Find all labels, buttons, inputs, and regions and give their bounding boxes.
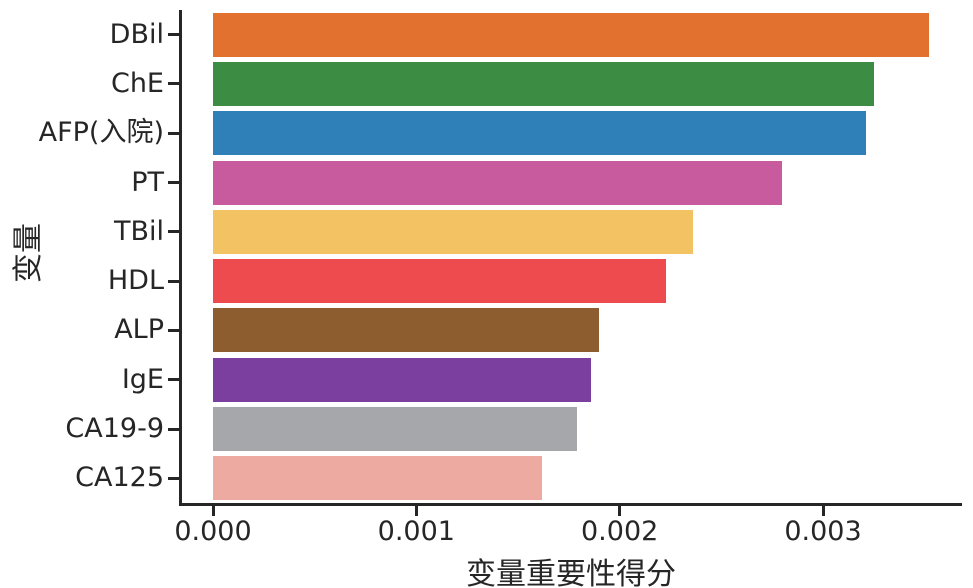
- y-tick-label-HDL: HDL: [107, 265, 164, 297]
- bar-CA125: [213, 456, 542, 501]
- bar-CA19-9: [213, 407, 577, 452]
- y-tick-label-DBil: DBil: [109, 18, 164, 50]
- x-tick-label-0.003: 0.003: [784, 516, 862, 547]
- y-tick-label-ChE: ChE: [110, 67, 164, 99]
- y-tick-label-ALP: ALP: [114, 314, 164, 346]
- bar-AFP(入院): [213, 111, 866, 156]
- y-tick-mark: [168, 476, 180, 480]
- x-tick-mark: [618, 506, 622, 516]
- bar-DBil: [213, 12, 929, 57]
- x-tick-label-0.001: 0.001: [377, 516, 455, 547]
- y-tick-label-AFP(入院): AFP(入院): [38, 117, 164, 149]
- y-tick-label-IgE: IgE: [121, 363, 164, 395]
- y-tick-label-CA19-9: CA19-9: [65, 413, 164, 445]
- bar-IgE: [213, 357, 591, 402]
- x-tick-mark: [211, 506, 215, 516]
- y-tick-mark: [168, 427, 180, 431]
- x-axis-label: 变量重要性得分: [466, 557, 676, 588]
- x-tick-mark: [414, 506, 418, 516]
- y-tick-label-TBil: TBil: [113, 215, 164, 247]
- bar-TBil: [213, 209, 693, 254]
- y-tick-mark: [168, 378, 180, 382]
- bar-HDL: [213, 259, 666, 304]
- y-tick-mark: [168, 279, 180, 283]
- y-tick-mark: [168, 230, 180, 234]
- y-tick-mark: [168, 131, 180, 135]
- x-tick-mark: [821, 506, 825, 516]
- x-tick-label-0.000: 0.000: [174, 516, 252, 547]
- y-axis-spine: [179, 10, 182, 506]
- y-tick-label-CA125: CA125: [75, 462, 164, 494]
- y-tick-mark: [168, 33, 180, 37]
- x-axis-spine: [179, 503, 962, 506]
- bar-ChE: [213, 61, 874, 106]
- y-tick-mark: [168, 82, 180, 86]
- y-tick-label-PT: PT: [131, 166, 164, 198]
- bar-ALP: [213, 308, 599, 353]
- y-tick-mark: [168, 328, 180, 332]
- y-tick-mark: [168, 181, 180, 185]
- x-tick-label-0.002: 0.002: [581, 516, 659, 547]
- bar-PT: [213, 160, 782, 205]
